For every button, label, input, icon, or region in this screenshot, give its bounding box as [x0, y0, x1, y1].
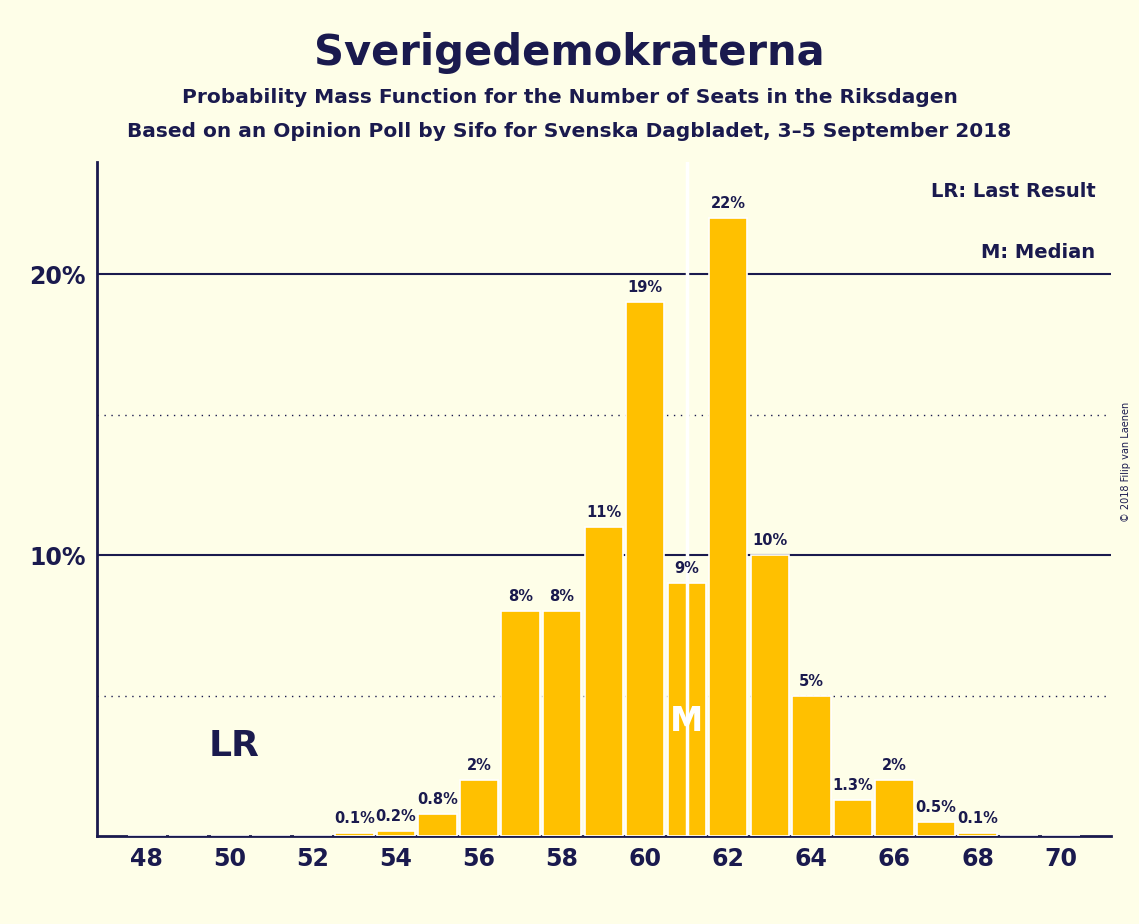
Bar — [876, 780, 913, 836]
Bar — [584, 527, 623, 836]
Text: 8%: 8% — [508, 590, 533, 604]
Bar — [501, 612, 540, 836]
Text: 22%: 22% — [711, 196, 746, 211]
Text: 5%: 5% — [798, 674, 823, 688]
Bar — [626, 302, 664, 836]
Text: 1.3%: 1.3% — [833, 778, 874, 793]
Text: Sverigedemokraterna: Sverigedemokraterna — [314, 32, 825, 74]
Text: Probability Mass Function for the Number of Seats in the Riksdagen: Probability Mass Function for the Number… — [181, 88, 958, 107]
Bar — [335, 833, 374, 836]
Bar — [958, 833, 997, 836]
Text: 19%: 19% — [628, 280, 663, 295]
Text: M: M — [670, 705, 704, 738]
Bar — [710, 218, 747, 836]
Text: M: Median: M: Median — [981, 243, 1096, 261]
Text: 2%: 2% — [467, 758, 491, 773]
Bar — [460, 780, 498, 836]
Text: 8%: 8% — [550, 590, 574, 604]
Text: Based on an Opinion Poll by Sifo for Svenska Dagbladet, 3–5 September 2018: Based on an Opinion Poll by Sifo for Sve… — [128, 122, 1011, 141]
Text: LR: Last Result: LR: Last Result — [931, 182, 1096, 201]
Bar — [751, 555, 789, 836]
Bar — [793, 696, 830, 836]
Bar — [543, 612, 581, 836]
Text: 2%: 2% — [882, 758, 907, 773]
Text: 11%: 11% — [587, 505, 621, 520]
Text: © 2018 Filip van Laenen: © 2018 Filip van Laenen — [1121, 402, 1131, 522]
Text: 0.5%: 0.5% — [916, 800, 957, 815]
Bar — [834, 799, 872, 836]
Bar — [377, 831, 415, 836]
Text: 9%: 9% — [674, 561, 699, 577]
Text: 10%: 10% — [752, 533, 787, 548]
Text: 0.2%: 0.2% — [376, 808, 417, 823]
Text: 0.1%: 0.1% — [334, 811, 375, 826]
Bar — [917, 822, 956, 836]
Text: 0.1%: 0.1% — [957, 811, 998, 826]
Bar — [418, 814, 457, 836]
Text: LR: LR — [208, 729, 260, 763]
Bar — [667, 583, 706, 836]
Text: 0.8%: 0.8% — [417, 792, 458, 807]
